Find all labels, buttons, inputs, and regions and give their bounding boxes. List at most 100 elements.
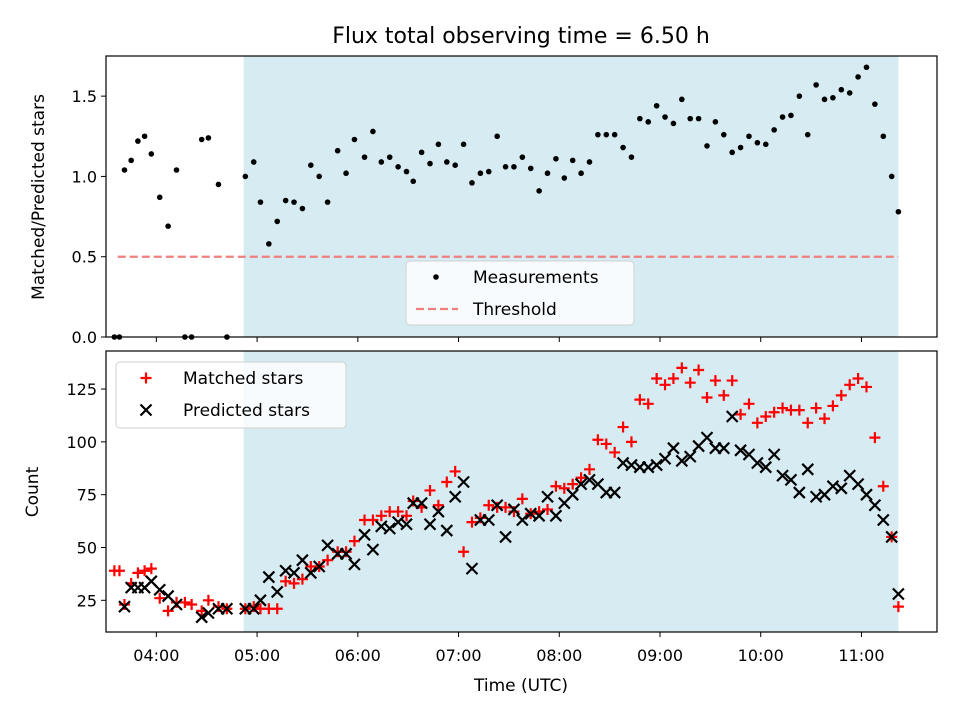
matched-stars-point (777, 402, 789, 414)
matched-stars-point (432, 499, 444, 511)
measurements-legend-swatch (433, 274, 439, 280)
measurement-point (361, 154, 368, 160)
predicted-stars-point (700, 431, 714, 444)
predicted-stars-point (118, 600, 131, 613)
matched-stars-point (701, 391, 713, 403)
matched-stars-point (145, 563, 157, 575)
measurement-point (762, 141, 769, 148)
matched-stars-point (760, 410, 772, 422)
x-tick-label: 10:00 (738, 646, 784, 665)
count-panel: 25 50 75 100 125 04:00 05:00 06:00 07:00 08:00 09:… (66, 350, 938, 665)
top-y-tick-label: 0.5 (72, 248, 97, 267)
x-tick-label: 04:00 (133, 646, 179, 665)
measurement-point (477, 170, 484, 177)
measurement-point (895, 208, 902, 215)
measurement-point (370, 128, 376, 135)
bottom-y-tick-label: 125 (66, 380, 97, 399)
matched-stars-point (802, 417, 814, 429)
predicted-stars-point (650, 458, 663, 472)
measurement-point (250, 159, 257, 165)
matched-stars-point (609, 446, 621, 458)
measurement-point (165, 223, 171, 230)
matched-stars-point (659, 379, 671, 391)
predicted-stars-point (675, 454, 689, 468)
predicted-stars-point (202, 606, 215, 620)
measurement-point (282, 197, 289, 204)
bottom-y-tick-label: 75 (77, 486, 97, 505)
bottom-legend-label: Predicted stars (183, 401, 310, 421)
measurement-point (536, 188, 542, 194)
bottom-legend-box (115, 361, 347, 429)
matched-stars-point (667, 372, 679, 384)
matched-stars-point (367, 514, 379, 526)
predicted-stars-legend-swatch (139, 403, 153, 417)
measurement-point (324, 199, 331, 205)
predicted-stars-point (247, 602, 261, 616)
predicted-stars-point (448, 490, 462, 504)
predicted-stars-point (516, 513, 529, 527)
matched-stars-point (634, 394, 646, 406)
predicted-stars-point (262, 570, 276, 584)
predicted-stars-point (457, 475, 470, 489)
predicted-stars-point (566, 488, 579, 501)
predicted-stars-point (254, 594, 267, 607)
predicted-stars-point (877, 513, 890, 527)
matched-stars-point (113, 565, 125, 577)
matched-stars-point (500, 501, 512, 513)
matched-stars-point (892, 601, 904, 613)
measurement-point (334, 147, 341, 154)
matched-stars-point (466, 516, 478, 528)
measurement-point (418, 149, 425, 156)
measurement-point (519, 154, 526, 160)
matched-stars-point (550, 480, 562, 492)
measurement-point (205, 135, 212, 141)
matched-stars-point (483, 499, 495, 511)
measurement-point (198, 136, 205, 143)
predicted-stars-point (339, 547, 353, 561)
matched-stars-point (271, 603, 283, 615)
measurement-point (485, 168, 492, 175)
measurement-point (291, 199, 297, 205)
matched-stars-point (348, 535, 360, 547)
measurement-point (729, 149, 735, 156)
matched-stars-point (625, 436, 637, 448)
measurement-point (888, 173, 895, 180)
top-legend-box (405, 260, 635, 326)
measurement-point (403, 168, 410, 175)
matched-stars-point (735, 408, 747, 420)
measurement-point (846, 90, 853, 96)
bottom-y-tick-label: 25 (77, 591, 97, 610)
bottom-y-axis-label: Count (23, 466, 43, 517)
matched-stars-point (651, 372, 663, 384)
measurement-point (427, 160, 433, 167)
matched-stars-legend-swatch (140, 372, 152, 384)
matched-stars-point (835, 389, 847, 401)
matched-stars-point (441, 476, 453, 488)
measurement-point (620, 144, 626, 151)
bottom-axes-frame (105, 350, 938, 633)
measurement-point (779, 114, 786, 120)
matched-stars-point (810, 402, 822, 414)
matched-stars-point (179, 596, 191, 608)
predicted-stars-point (725, 410, 739, 423)
measurement-point (257, 199, 264, 205)
predicted-stars-point (683, 450, 697, 463)
measurement-point (855, 74, 861, 80)
measurement-point (595, 131, 601, 138)
predicted-stars-point (400, 517, 413, 531)
measurement-point (460, 141, 467, 148)
predicted-stars-point (465, 562, 479, 575)
measurement-point (578, 170, 584, 177)
predicted-stars-point (868, 498, 882, 512)
matched-stars-point (642, 398, 654, 410)
measurement-point (544, 170, 551, 177)
measurement-point (452, 162, 458, 168)
measurement-point (469, 180, 475, 186)
predicted-stars-point (358, 528, 371, 542)
measurement-point (628, 154, 635, 160)
predicted-stars-point (767, 448, 781, 461)
predicted-stars-point (366, 543, 380, 556)
predicted-stars-point (776, 469, 789, 482)
measurement-point (156, 194, 163, 201)
measurement-point (121, 167, 128, 173)
